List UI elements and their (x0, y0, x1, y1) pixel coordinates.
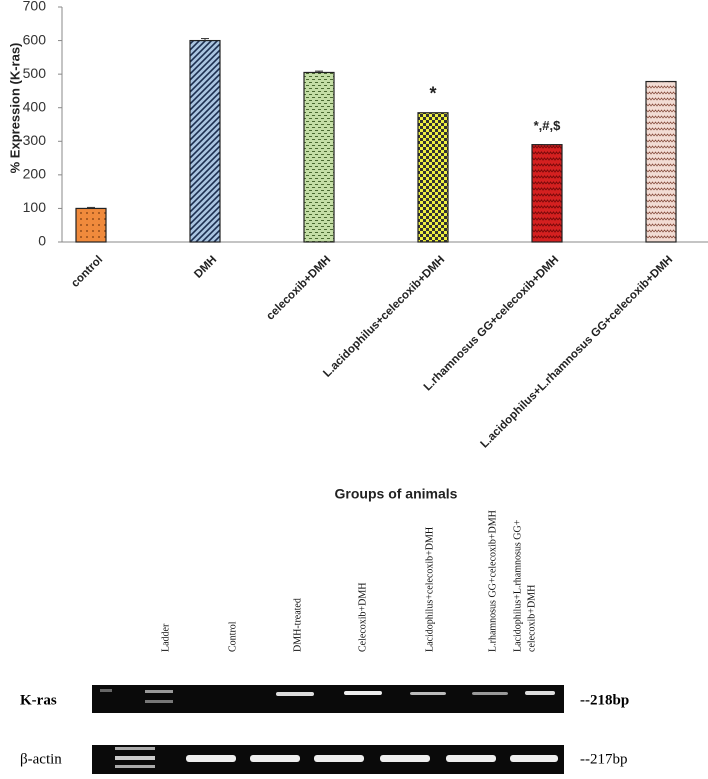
x-tick-label: L.rhamnosus GG+celecoxib+DMH (422, 254, 562, 394)
annotation: *,#,$ (534, 118, 562, 133)
y-tick-label: 100 (23, 199, 47, 215)
y-tick-label: 600 (23, 31, 47, 47)
gel-band (314, 755, 364, 762)
y-tick-label: 700 (23, 0, 47, 14)
lane-label: Lacidophilus+celecoxib+DMH (424, 527, 435, 652)
gel-band (145, 690, 173, 693)
x-tick-label: L.acidophilus+L.rhamnosus GG+celecoxib+D… (479, 254, 676, 451)
bar (303, 71, 335, 243)
gel-band (145, 700, 173, 703)
gel-band (344, 691, 382, 695)
y-axis-label: % Expression (K-ras) (7, 43, 22, 174)
gel-band (525, 691, 555, 695)
gel-band (100, 689, 112, 692)
gel-band (186, 755, 236, 762)
y-tick-label: 200 (23, 166, 47, 182)
error-bar (87, 206, 95, 209)
gel-band (410, 692, 446, 695)
annotation: * (429, 84, 436, 104)
error-bar (201, 38, 209, 41)
gel-band (276, 692, 314, 696)
x-tick-label: L.acidophilus+celecoxib+DMH (321, 254, 447, 380)
band-size: --218bp (580, 692, 629, 708)
row-label: K-ras (20, 692, 57, 708)
gel: Ladder Control DMH-treated Celecoxib+DMH… (20, 510, 629, 774)
y-tick-label: 400 (23, 98, 47, 114)
lane-label: Lacidophilus+L.rhamnosus GG+ (512, 519, 523, 652)
row-label: β-actin (20, 751, 62, 767)
x-axis-label: Groups of animals (335, 486, 458, 502)
gel-band (115, 765, 155, 768)
bar (645, 80, 677, 243)
y-tick-label: 0 (38, 233, 46, 249)
gel-band (380, 755, 430, 762)
lane-label: DMH-treated (292, 598, 303, 652)
band-size: --217bp (580, 751, 628, 767)
x-tick-label: control (69, 254, 105, 290)
bar (417, 112, 449, 243)
gel-band (446, 755, 496, 762)
y-tick-label: 300 (23, 132, 47, 148)
gel-strip (92, 685, 564, 713)
x-tick-label: celecoxib+DMH (264, 254, 333, 323)
gel-band (510, 755, 558, 762)
lane-label: Celecoxib+DMH (357, 582, 368, 652)
error-bar (315, 70, 323, 73)
lane-label: celecoxib+DMH (526, 585, 537, 652)
x-tick-label: DMH (192, 254, 219, 281)
lane-label: Control (227, 621, 238, 652)
bar (75, 207, 107, 243)
lane-label: L.rhamnosus GG+celecoxib+DMH (487, 510, 498, 652)
gel-band (472, 692, 508, 695)
gel-band (115, 747, 155, 750)
bar (189, 39, 221, 243)
bar (531, 144, 563, 243)
lane-label: Ladder (160, 623, 171, 652)
gel-band (250, 755, 300, 762)
y-tick-label: 500 (23, 65, 47, 81)
gel-band (115, 756, 155, 760)
